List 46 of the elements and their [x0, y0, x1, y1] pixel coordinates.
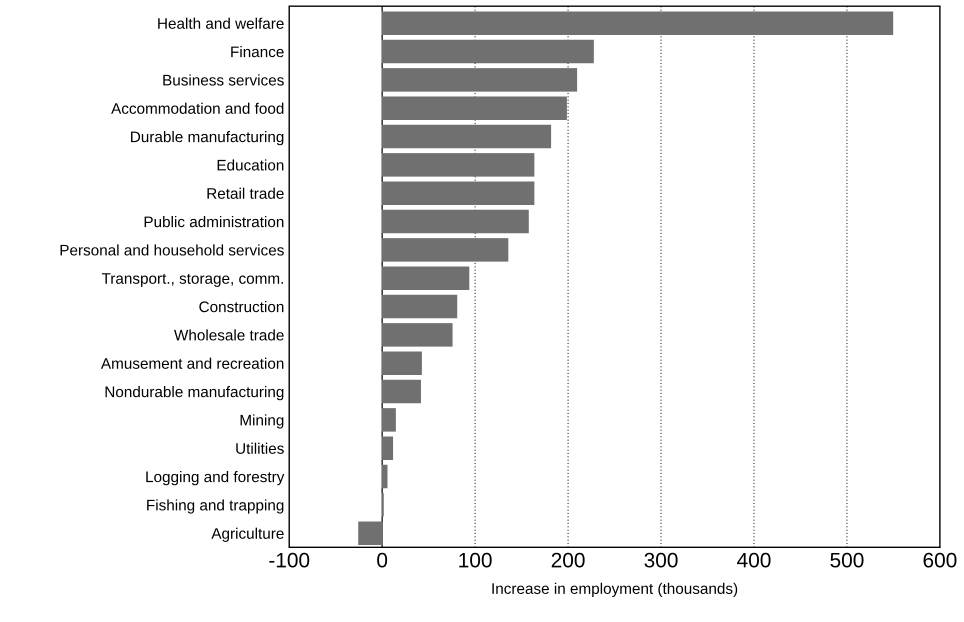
y-tick-label: Construction [199, 301, 284, 312]
bar [381, 181, 534, 205]
x-tick-label: 200 [552, 552, 585, 568]
bar [381, 68, 578, 92]
y-tick-label: Agriculture [211, 528, 284, 542]
bar [381, 351, 422, 375]
bar [381, 266, 470, 290]
y-tick-label: Public administration [144, 216, 284, 228]
x-tick-label: 500 [830, 552, 864, 568]
bar [381, 96, 567, 120]
y-tick-label: Mining [240, 414, 284, 429]
bar [381, 153, 534, 177]
bar [381, 11, 894, 35]
y-tick-label: Logging and forestry [146, 470, 284, 486]
x-tick-label: 300 [644, 552, 678, 568]
y-tick-label: Education [218, 159, 284, 171]
x-tick-label: 0 [377, 552, 388, 568]
bar [381, 323, 453, 347]
bar [381, 294, 458, 318]
y-tick-label: Health and welfare [158, 18, 284, 29]
bar [381, 380, 421, 404]
x-tick-label: 400 [737, 552, 771, 568]
bar [381, 210, 529, 234]
y-tick-label: Business services [163, 74, 284, 86]
x-tick-label: -100 [269, 552, 310, 568]
y-tick-label: Accommodation and food [111, 102, 284, 114]
y-tick-label: Amusement and recreation [100, 358, 284, 369]
bar [381, 40, 594, 64]
y-tick-label: Durable manufacturing [131, 131, 284, 146]
x-tick-label: 100 [459, 552, 492, 568]
bar [381, 124, 552, 148]
x-tick-label: 600 [924, 552, 956, 568]
y-tick-label: Transport., storage, comm. [102, 273, 283, 287]
y-tick-label: Retail trade [207, 188, 284, 199]
bar [381, 408, 396, 432]
bar [358, 521, 383, 545]
y-tick-label: Utilities [236, 442, 284, 454]
bar [381, 464, 388, 488]
y-tick-label: Nondurable manufacturing [106, 386, 284, 400]
bar [381, 238, 508, 262]
bar [381, 436, 394, 460]
y-tick-label: Wholesale trade [174, 329, 284, 341]
y-tick-label: Fishing and trapping [147, 499, 284, 514]
y-tick-label: Personal and household services [60, 244, 284, 256]
x-axis-title: Increase in employment (thousands) [492, 582, 738, 597]
y-tick-label: Finance [231, 46, 284, 58]
